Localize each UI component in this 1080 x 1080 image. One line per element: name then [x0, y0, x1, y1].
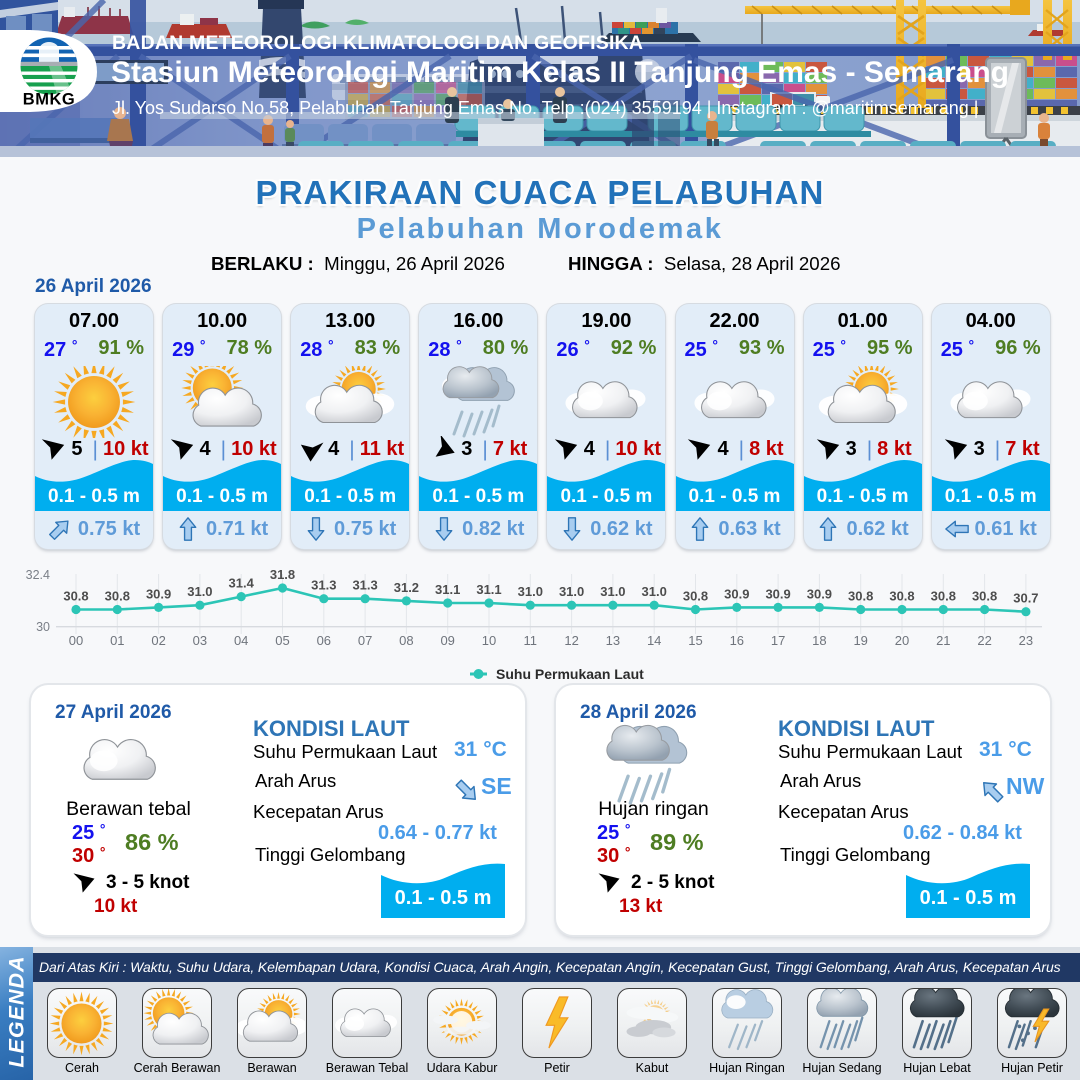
- svg-text:05: 05: [275, 633, 289, 648]
- svg-text:15: 15: [688, 633, 702, 648]
- svg-text:03: 03: [193, 633, 207, 648]
- svg-text:30.8: 30.8: [63, 589, 88, 604]
- svg-text:30.7: 30.7: [1013, 591, 1038, 606]
- svg-text:11: 11: [524, 633, 538, 648]
- svg-text:32.4: 32.4: [26, 568, 50, 582]
- svg-text:13: 13: [606, 633, 620, 648]
- svg-text:23: 23: [1019, 633, 1033, 648]
- svg-text:18: 18: [812, 633, 826, 648]
- svg-text:12: 12: [564, 633, 578, 648]
- svg-text:31.2: 31.2: [394, 580, 419, 595]
- svg-text:04: 04: [234, 633, 248, 648]
- svg-text:02: 02: [151, 633, 165, 648]
- svg-text:30.8: 30.8: [683, 589, 708, 604]
- svg-text:31.0: 31.0: [187, 584, 212, 599]
- svg-text:30.8: 30.8: [889, 589, 914, 604]
- svg-text:31.0: 31.0: [642, 584, 667, 599]
- svg-text:31.3: 31.3: [352, 578, 377, 593]
- svg-text:31.1: 31.1: [435, 582, 460, 597]
- svg-text:31.0: 31.0: [518, 584, 543, 599]
- svg-text:30.9: 30.9: [765, 586, 790, 601]
- svg-text:09: 09: [440, 633, 454, 648]
- svg-text:21: 21: [936, 633, 950, 648]
- svg-text:00: 00: [69, 633, 83, 648]
- svg-text:16: 16: [730, 633, 744, 648]
- svg-text:30.8: 30.8: [848, 589, 873, 604]
- svg-text:07: 07: [358, 633, 372, 648]
- svg-text:BMKG: BMKG: [23, 91, 75, 109]
- svg-text:30.9: 30.9: [146, 586, 171, 601]
- svg-text:31.8: 31.8: [270, 567, 295, 582]
- svg-text:30: 30: [36, 620, 50, 634]
- svg-text:06: 06: [317, 633, 331, 648]
- svg-text:22: 22: [977, 633, 991, 648]
- svg-text:31.0: 31.0: [600, 584, 625, 599]
- svg-text:31.1: 31.1: [476, 582, 501, 597]
- svg-text:19: 19: [853, 633, 867, 648]
- svg-text:30.9: 30.9: [724, 586, 749, 601]
- svg-text:30.9: 30.9: [807, 586, 832, 601]
- svg-text:20: 20: [895, 633, 909, 648]
- svg-text:01: 01: [110, 633, 124, 648]
- svg-text:30.8: 30.8: [931, 589, 956, 604]
- svg-text:30.8: 30.8: [105, 589, 130, 604]
- svg-text:31.4: 31.4: [229, 576, 255, 591]
- svg-text:31.0: 31.0: [559, 584, 584, 599]
- svg-text:31.3: 31.3: [311, 578, 336, 593]
- svg-text:14: 14: [647, 633, 661, 648]
- svg-text:Suhu Permukaan Laut: Suhu Permukaan Laut: [496, 666, 644, 682]
- svg-text:08: 08: [399, 633, 413, 648]
- svg-text:17: 17: [771, 633, 785, 648]
- svg-text:10: 10: [482, 633, 496, 648]
- svg-text:30.8: 30.8: [972, 589, 997, 604]
